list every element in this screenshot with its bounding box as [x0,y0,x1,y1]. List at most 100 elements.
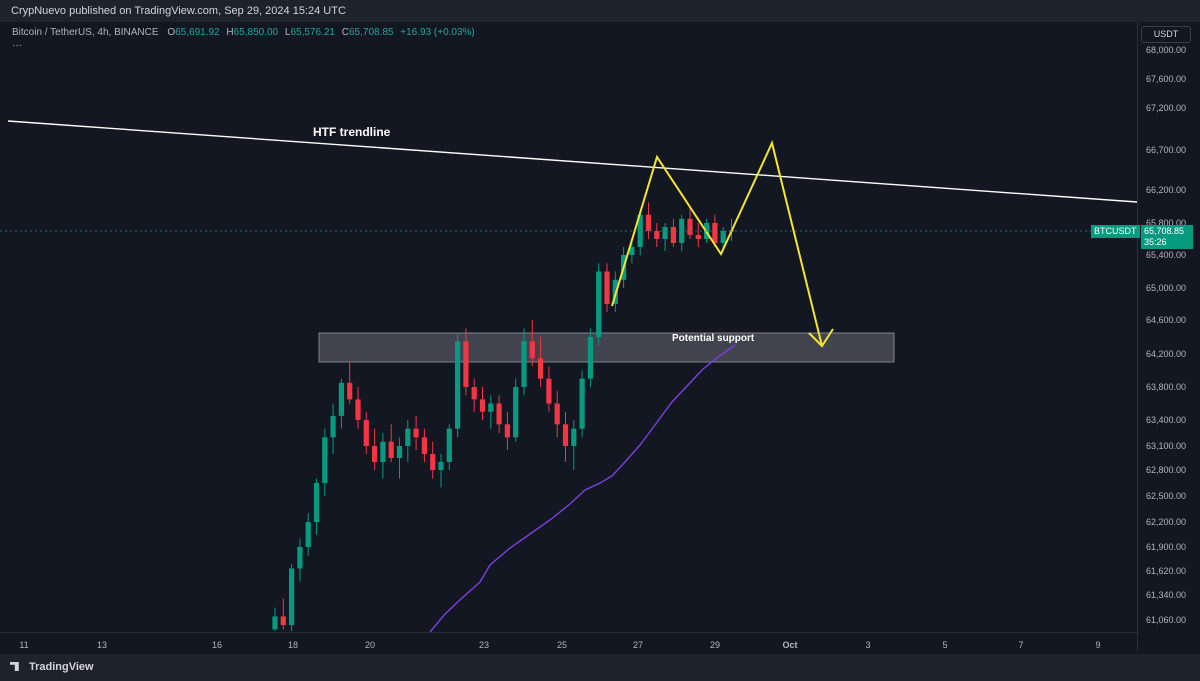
time-tick-label: 13 [96,640,108,650]
price-tick-label: 63,400.00 [1145,415,1186,425]
time-axis[interactable]: 11 13 16 18 20 23 25 27 29 Oct 3 5 7 9 [0,632,1137,655]
double-top-pattern-line [611,139,823,347]
candle-body [438,462,444,470]
tradingview-logo[interactable]: TradingView [10,661,94,673]
candle-body [670,227,676,243]
more-options-icon[interactable]: ··· [12,40,22,51]
time-tick-label: 11 [19,640,29,650]
candle-body [546,378,552,404]
candle-body [313,483,320,522]
open-key: O [167,27,176,38]
price-tick-label: 61,620.00 [1145,566,1186,576]
currency-button[interactable]: USDT [1141,26,1191,43]
down-arrow-head [808,328,834,348]
price-tick-label: 66,700.00 [1145,145,1186,155]
candle-body [596,271,602,337]
candle-body [496,403,502,425]
symbol-name[interactable]: Bitcoin / TetherUS, 4h, BINANCE [12,27,159,38]
candle-body [396,446,403,458]
last-price-tag: 65,708.85 35:26 [1141,225,1193,249]
high-value: 65,850.00 [233,27,279,38]
moving-average-line [429,344,736,633]
candle-body [488,403,494,412]
candle-body [380,441,386,462]
candle-body [662,227,668,239]
candle-body [272,616,278,630]
publish-info: CrypNuevo published on TradingView.com, … [11,5,346,17]
support-label: Potential support [672,333,755,344]
price-tick-label: 61,900.00 [1145,542,1186,552]
candle-body [513,387,519,438]
countdown-value: 35:26 [1144,237,1167,247]
candle-body [579,378,585,429]
price-tick-label: 63,800.00 [1145,382,1186,392]
candle-body [347,382,353,400]
high-key: H [226,27,234,38]
candlesticks [272,202,735,631]
time-tick-label: 3 [865,640,871,650]
candle-body [280,616,286,626]
price-tick-label: 62,200.00 [1145,517,1186,527]
price-tick-label: 65,800.00 [1145,218,1186,228]
price-axis[interactable] [1137,22,1200,652]
close-value: 65,708.85 [348,27,394,38]
price-tick-label: 62,800.00 [1145,465,1186,475]
price-tick-label: 64,600.00 [1145,315,1186,325]
candle-body [355,399,361,420]
candle-body [695,235,701,239]
time-tick-label: 23 [478,640,490,650]
price-tick-label: 64,200.00 [1145,349,1186,359]
time-tick-label: 5 [942,640,948,650]
low-key: L [284,27,291,38]
candle-body [430,454,436,470]
candle-body [463,341,469,387]
price-tick-label: 61,060.00 [1145,615,1186,625]
candle-body [413,428,419,438]
time-tick-label: 25 [556,640,568,650]
candle-body [712,223,718,243]
candle-body [571,428,577,446]
ohlc-legend: Bitcoin / TetherUS, 4h, BINANCE O65,691.… [12,27,475,38]
candle-body [529,341,535,359]
open-value: 65,691.92 [175,27,220,38]
time-tick-label: 16 [211,640,223,650]
candle-body [305,522,311,547]
candle-body [720,231,726,243]
time-tick-label: 18 [287,640,299,650]
candle-body [322,437,328,483]
brand-name: TradingView [29,661,94,673]
candle-body [554,403,560,425]
price-tick-label: 68,000.00 [1145,45,1186,55]
time-tick-label: 7 [1018,640,1024,650]
candle-body [479,399,486,412]
time-tick-label: 29 [709,640,721,650]
candle-body [645,214,652,231]
price-tick-label: 65,400.00 [1145,250,1186,260]
candle-body [372,446,378,462]
time-tick-label: Oct [782,640,798,650]
last-price-value: 65,708.85 [1144,226,1185,236]
candle-body [604,271,610,304]
tradingview-icon [10,662,19,671]
candle-body [587,337,593,379]
candle-body [629,247,635,255]
price-tick-label: 65,000.00 [1145,283,1186,293]
close-key: C [341,27,349,38]
price-tick-label: 62,500.00 [1145,491,1186,501]
candle-body [297,547,303,569]
candle-body [363,420,369,446]
candle-body [455,341,461,429]
price-tick-label: 61,340.00 [1145,590,1186,600]
change-value: +16.93 (+0.03%) [400,27,475,38]
time-tick-label: 27 [632,640,644,650]
publish-bar: CrypNuevo published on TradingView.com, … [0,0,1200,22]
low-value: 65,576.21 [290,27,335,38]
support-zone [318,332,895,363]
candle-body [388,441,394,458]
candle-body [330,415,336,438]
candle-body [405,428,411,446]
candle-body [504,424,510,438]
price-tick-label: 66,200.00 [1145,185,1186,195]
candle-body [521,341,527,387]
